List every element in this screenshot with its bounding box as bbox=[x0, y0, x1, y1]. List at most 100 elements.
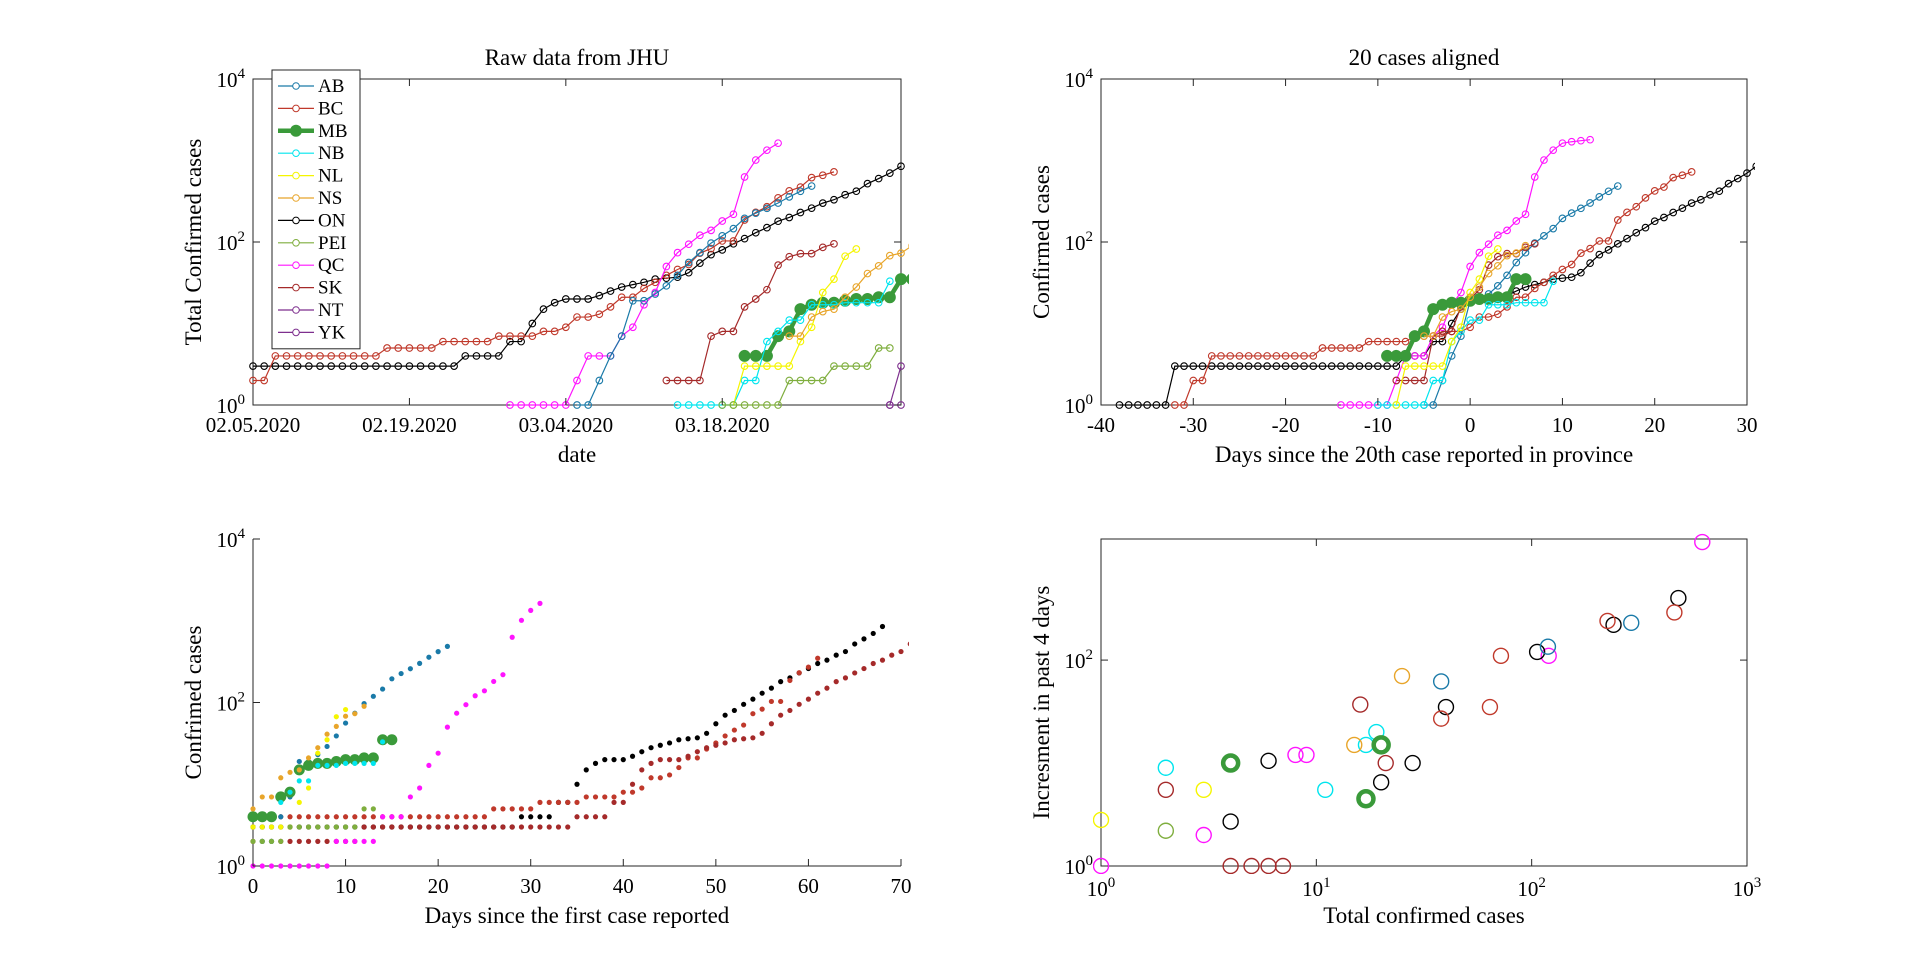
data-point bbox=[707, 244, 715, 253]
data-point bbox=[1429, 362, 1438, 370]
data-point bbox=[1318, 362, 1327, 370]
data-point bbox=[1093, 857, 1110, 874]
data-point bbox=[807, 173, 816, 182]
data-point bbox=[517, 401, 525, 409]
data-point bbox=[592, 794, 599, 800]
data-point bbox=[500, 806, 506, 812]
data-point bbox=[1371, 735, 1391, 755]
data-point bbox=[778, 698, 784, 705]
data-point bbox=[796, 670, 802, 676]
data-point bbox=[1484, 313, 1493, 321]
data-point bbox=[1484, 300, 1493, 309]
data-point bbox=[275, 791, 287, 803]
data-point bbox=[774, 261, 782, 269]
data-point bbox=[539, 401, 548, 409]
data-point bbox=[316, 362, 324, 370]
data-point bbox=[305, 824, 312, 830]
legend-item-ns: NS bbox=[278, 188, 342, 209]
data-point bbox=[1346, 344, 1355, 352]
data-point bbox=[1115, 401, 1124, 409]
data-point bbox=[1577, 136, 1585, 145]
data-point bbox=[684, 258, 693, 267]
data-point bbox=[491, 678, 497, 685]
data-point bbox=[1586, 244, 1594, 253]
data-point bbox=[694, 749, 700, 755]
data-point bbox=[1437, 698, 1455, 716]
data-point bbox=[1457, 332, 1465, 340]
data-point bbox=[1694, 533, 1711, 551]
data-point bbox=[360, 362, 369, 370]
data-point bbox=[271, 362, 280, 370]
data-point bbox=[287, 789, 293, 795]
data-point bbox=[1528, 643, 1546, 661]
data-point bbox=[1540, 278, 1548, 287]
data-point bbox=[1226, 362, 1235, 370]
chart-title-0: Raw data from JHU bbox=[485, 45, 670, 70]
data-point bbox=[611, 757, 617, 763]
data-point bbox=[772, 330, 785, 343]
data-point bbox=[417, 785, 423, 791]
data-point bbox=[1220, 753, 1241, 773]
data-point bbox=[333, 714, 339, 720]
legend-label: MB bbox=[318, 121, 348, 142]
legend-item-sk: SK bbox=[278, 278, 343, 299]
data-point bbox=[841, 298, 849, 307]
data-point bbox=[518, 617, 525, 623]
data-point bbox=[574, 814, 580, 820]
data-point bbox=[416, 344, 425, 352]
data-point bbox=[796, 187, 805, 196]
series-bc bbox=[1170, 168, 1696, 409]
data-point bbox=[673, 248, 682, 257]
data-point bbox=[818, 288, 827, 297]
data-point bbox=[1157, 781, 1175, 798]
data-point bbox=[763, 285, 771, 294]
data-point bbox=[1438, 327, 1447, 336]
legend-label: AB bbox=[318, 76, 344, 97]
data-point bbox=[796, 316, 805, 324]
data-point bbox=[528, 319, 537, 328]
data-point bbox=[713, 742, 719, 748]
x-tick-label: 03.18.2020 bbox=[675, 413, 770, 437]
data-point bbox=[750, 735, 756, 741]
data-point bbox=[1512, 249, 1521, 257]
data-point bbox=[1475, 248, 1484, 257]
data-point bbox=[583, 794, 589, 800]
data-point bbox=[1604, 246, 1613, 254]
data-point bbox=[785, 193, 794, 201]
data-point bbox=[333, 838, 339, 844]
data-point bbox=[657, 742, 663, 748]
data-point bbox=[342, 824, 349, 830]
data-point bbox=[1170, 362, 1179, 370]
data-point bbox=[629, 323, 637, 332]
data-point bbox=[1281, 352, 1290, 360]
data-point bbox=[729, 224, 738, 233]
data-point bbox=[874, 261, 883, 270]
data-point bbox=[247, 811, 259, 823]
data-point bbox=[879, 657, 886, 663]
data-point bbox=[805, 696, 812, 702]
data-point bbox=[1457, 305, 1465, 313]
series-mb bbox=[247, 734, 398, 823]
data-point bbox=[874, 174, 883, 183]
data-point bbox=[787, 677, 793, 684]
data-point bbox=[807, 204, 816, 213]
data-point bbox=[620, 757, 626, 763]
series-line-nt bbox=[889, 365, 902, 406]
data-point bbox=[380, 739, 386, 745]
data-point bbox=[537, 814, 543, 820]
data-point bbox=[550, 298, 559, 307]
data-point bbox=[895, 273, 907, 286]
data-point bbox=[805, 664, 812, 670]
data-point bbox=[1521, 210, 1530, 219]
data-point bbox=[259, 794, 265, 800]
data-point bbox=[537, 799, 543, 805]
data-point bbox=[315, 745, 321, 751]
data-point bbox=[1530, 173, 1539, 181]
x-tick-label: 02.19.2020 bbox=[362, 413, 457, 437]
data-point bbox=[722, 740, 728, 746]
data-point bbox=[483, 337, 492, 346]
data-point bbox=[472, 337, 481, 346]
data-point bbox=[729, 327, 738, 336]
data-point bbox=[741, 722, 747, 728]
